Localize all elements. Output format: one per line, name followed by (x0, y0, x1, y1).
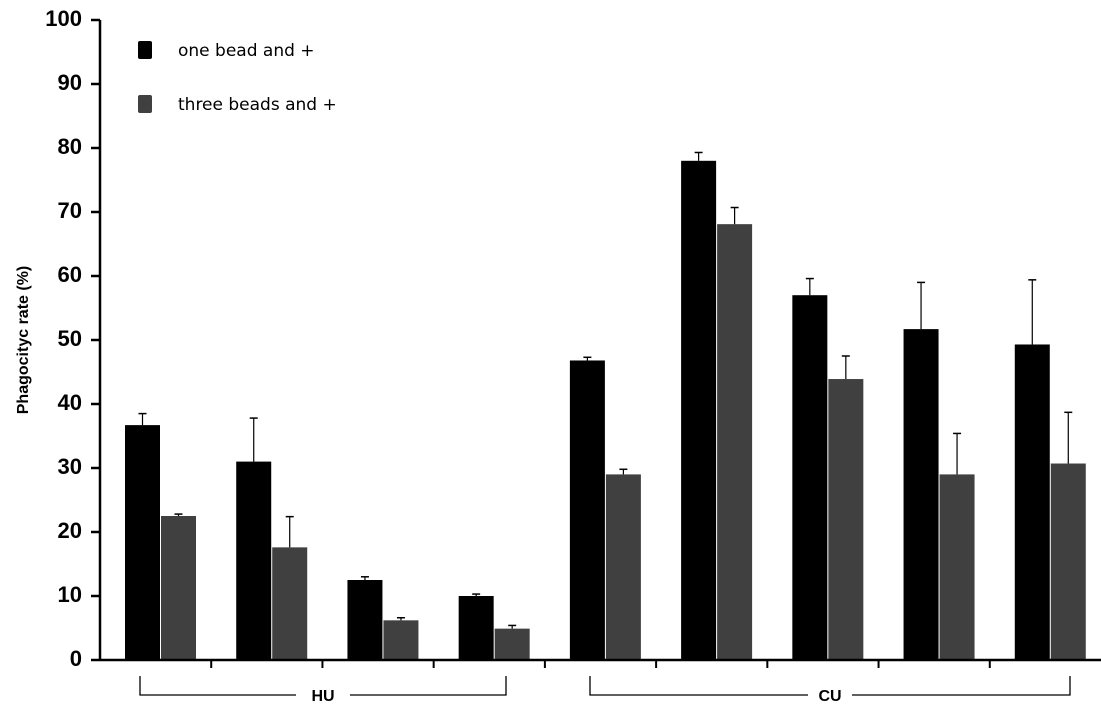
y-tick-label: 30 (58, 454, 82, 479)
legend-swatch-three-beads (138, 95, 152, 113)
bar-one-bead (236, 461, 272, 660)
y-tick-label: 90 (58, 70, 82, 95)
bar-three-beads (161, 516, 196, 660)
group-brackets: HU CU (139, 676, 1071, 705)
bar-one-bead (458, 596, 494, 660)
y-tick-label: 60 (58, 262, 82, 287)
bar-three-beads (939, 474, 975, 660)
group-label-cu: CU (818, 688, 841, 705)
bar-three-beads (272, 547, 308, 660)
cu-bracket-right (852, 676, 1071, 696)
bar-three-beads (383, 620, 419, 660)
bar-three-beads (828, 379, 864, 660)
bar-three-beads (1050, 463, 1086, 660)
y-tick-label: 0 (70, 646, 82, 671)
bar-three-beads (605, 474, 641, 660)
legend-label-three-beads: three beads and + (178, 95, 337, 115)
bar-one-bead (903, 329, 939, 660)
bar-one-bead (681, 160, 717, 661)
y-tick-label: 10 (58, 582, 82, 607)
hu-bracket-left (139, 676, 296, 696)
legend-swatch-one-bead (138, 41, 152, 59)
legend-label-one-bead: one bead and + (178, 41, 315, 61)
y-axis-ticks: 0 10 20 30 40 50 60 70 80 90 100 (45, 6, 100, 671)
bar-three-beads (717, 224, 753, 660)
error-bars-layer (138, 151, 1073, 629)
y-tick-label: 80 (58, 134, 82, 159)
y-tick-label: 50 (58, 326, 82, 351)
group-label-hu: HU (311, 688, 334, 705)
y-tick-label: 100 (45, 6, 82, 31)
bar-one-bead (792, 295, 828, 660)
y-axis-label: Phagocityc rate (%) (15, 266, 32, 414)
x-axis-ticks (210, 660, 991, 668)
bar-one-bead (1014, 344, 1050, 660)
cu-bracket-left (589, 676, 808, 696)
bar-one-bead (569, 360, 605, 660)
hu-bracket-right (350, 676, 507, 696)
y-tick-label: 20 (58, 518, 82, 543)
y-tick-label: 70 (58, 198, 82, 223)
y-tick-label: 40 (58, 390, 82, 415)
bar-one-bead (125, 425, 160, 660)
legend: one bead and + three beads and + (138, 41, 337, 115)
bar-three-beads (494, 628, 530, 660)
bars-layer (125, 160, 1086, 661)
bar-one-bead (347, 580, 383, 660)
